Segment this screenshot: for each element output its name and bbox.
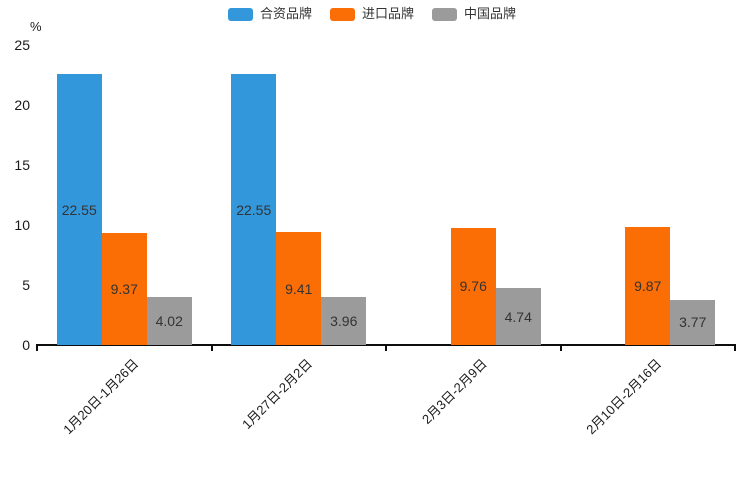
bar-中国品牌[interactable]: [321, 297, 367, 345]
x-axis-category-label: 1月20日-1月26日: [59, 356, 141, 438]
legend-item-chinese-brands[interactable]: 中国品牌: [432, 7, 516, 21]
bar-value-label: 9.37: [110, 280, 138, 297]
y-axis-tick-label: 5: [22, 277, 30, 293]
legend-label: 中国品牌: [464, 6, 517, 21]
x-axis-category-label: 2月3日-2月9日: [418, 356, 490, 427]
bar-value-label: 3.77: [679, 314, 707, 331]
bar-value-label: 4.02: [155, 312, 183, 329]
x-axis-category-label: 2月10日-2月16日: [583, 356, 665, 438]
x-axis-tick: [210, 344, 213, 351]
bar-value-label: 22.55: [236, 201, 272, 218]
bar-进口品牌[interactable]: [450, 227, 496, 345]
x-axis-tick: [559, 344, 562, 351]
legend-swatch-gray: [432, 7, 457, 21]
bar-合资品牌[interactable]: [231, 74, 277, 345]
legend-swatch-orange: [329, 7, 355, 21]
bar-进口品牌[interactable]: [625, 226, 671, 345]
legend-item-joint-venture-brands[interactable]: 合资品牌: [227, 6, 312, 21]
legend-swatch-blue: [227, 7, 253, 21]
bar-value-label: 9.87: [634, 277, 662, 294]
x-axis-tick: [36, 344, 38, 351]
bar-value-label: 9.41: [285, 280, 313, 297]
bar-中国品牌[interactable]: [146, 296, 192, 345]
x-axis-tick: [385, 344, 387, 351]
bar-中国品牌[interactable]: [670, 299, 716, 345]
bar-value-label: 9.76: [459, 278, 487, 295]
legend-label: 进口品牌: [361, 6, 414, 21]
y-axis-tick-label: 10: [14, 217, 30, 233]
y-axis-tick-label: 25: [14, 37, 30, 53]
bar-value-label: 3.96: [330, 313, 358, 330]
y-axis-tick-label: 20: [14, 97, 30, 113]
bar-value-label: 22.55: [61, 201, 97, 218]
bar-进口品牌[interactable]: [101, 232, 147, 345]
bar-进口品牌[interactable]: [276, 232, 322, 345]
bar-value-label: 4.74: [504, 308, 532, 325]
chart-legend: 合资品牌 进口品牌 中国品牌: [0, 7, 744, 21]
legend-label: 合资品牌: [259, 6, 312, 21]
y-axis-unit-label: %: [30, 19, 42, 34]
legend-item-import-brands[interactable]: 进口品牌: [329, 6, 414, 21]
bar-中国品牌[interactable]: [495, 288, 541, 345]
bar-合资品牌[interactable]: [56, 74, 102, 345]
x-axis-category-label: 1月27日-2月2日: [239, 356, 316, 433]
y-axis-tick-label: 15: [14, 157, 30, 173]
y-axis-tick-label: 0: [22, 337, 30, 353]
x-axis-tick: [734, 344, 736, 351]
